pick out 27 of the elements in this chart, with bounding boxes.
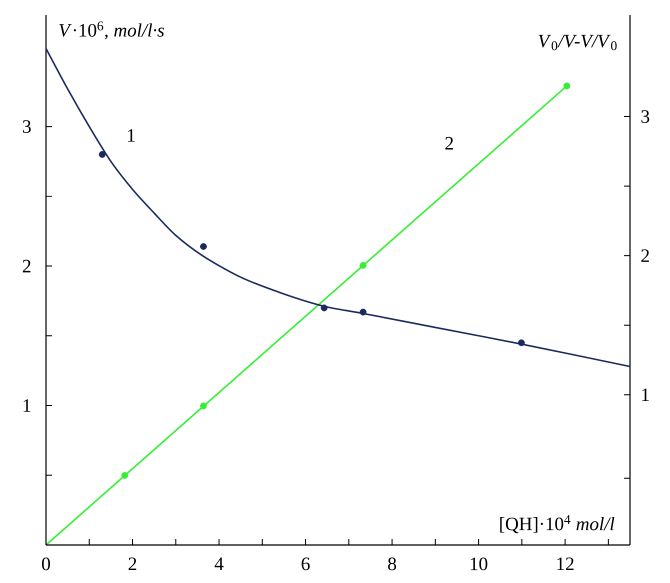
x-tick-label: 6 [302, 558, 310, 570]
y2-tick-label: 1 [642, 388, 649, 402]
series-label: 1 [128, 129, 135, 142]
x-tick-label: 0 [42, 558, 50, 570]
y2-tick-label: 3 [641, 110, 650, 123]
x-tick-label: 2 [128, 558, 136, 570]
x-tick-label: 10 [470, 558, 488, 570]
x-tick-label: 12 [557, 558, 574, 570]
x-tick-label: 4 [214, 558, 224, 570]
point [200, 402, 207, 410]
y-tick-label: 2 [22, 260, 30, 272]
y2-tick-label: 2 [641, 249, 649, 262]
y-tick-label: 3 [22, 120, 31, 133]
y2-axis-title: V$_{0}$/V-V/V$_{0}$ [538, 34, 617, 50]
point [518, 339, 525, 346]
y-axis-title: V·10$^{6}$, mol/l·s [59, 22, 164, 40]
point [200, 243, 207, 250]
x-axis-title: [QH]·10$^{4}$ mol/l [500, 515, 614, 534]
point [360, 308, 366, 316]
point [121, 472, 128, 479]
y-tick-label: 1 [24, 399, 30, 412]
point [360, 262, 366, 269]
point [563, 82, 570, 90]
series-label: 2 [445, 136, 453, 150]
point [320, 304, 328, 312]
x-tick-label: 8 [388, 558, 396, 570]
point [98, 151, 106, 158]
